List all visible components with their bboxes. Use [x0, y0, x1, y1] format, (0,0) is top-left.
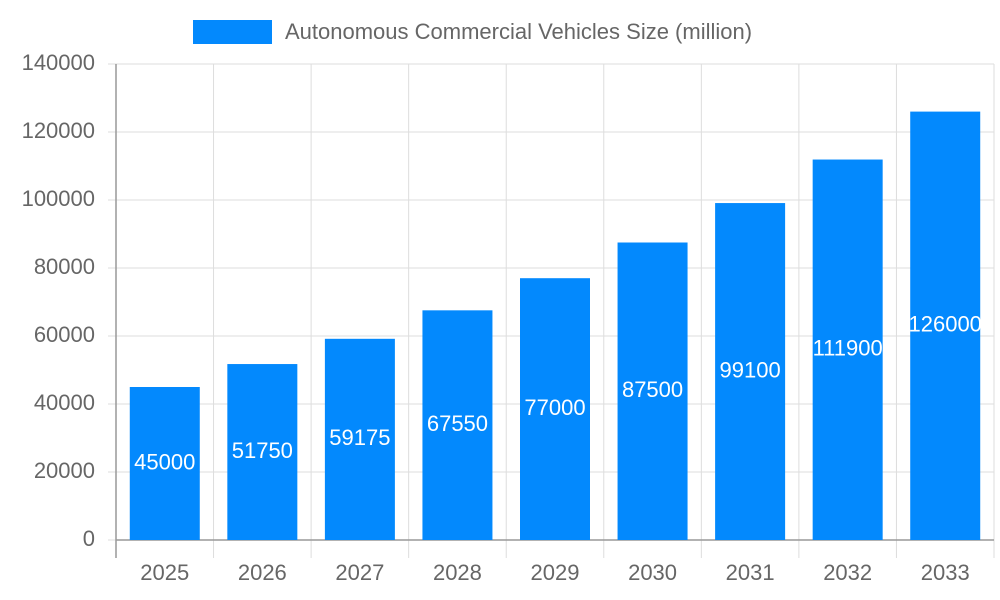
y-tick-label: 140000	[22, 50, 95, 75]
data-label: 99100	[720, 357, 781, 382]
bar	[910, 111, 981, 540]
x-tick-label: 2031	[726, 560, 775, 585]
bar	[227, 364, 298, 540]
data-label: 67550	[427, 411, 488, 436]
y-tick-label: 20000	[34, 458, 95, 483]
legend-label: Autonomous Commercial Vehicles Size (mil…	[285, 19, 752, 44]
data-label: 45000	[134, 449, 195, 474]
bar	[129, 387, 200, 540]
x-tick-label: 2026	[238, 560, 287, 585]
x-tick-label: 2030	[628, 560, 677, 585]
bar	[812, 159, 883, 541]
data-label: 59175	[329, 425, 390, 450]
data-label: 77000	[524, 395, 585, 420]
bar	[324, 338, 395, 540]
bar	[715, 203, 786, 540]
y-tick-label: 40000	[34, 390, 95, 415]
bar	[520, 278, 590, 540]
bar	[617, 242, 688, 540]
data-label: 111900	[813, 336, 883, 361]
bar	[422, 310, 493, 540]
y-tick-label: 60000	[34, 322, 95, 347]
x-tick-label: 2029	[531, 560, 580, 585]
x-tick-label: 2032	[823, 560, 872, 585]
data-label: 126000	[909, 312, 982, 337]
y-tick-label: 0	[83, 526, 95, 551]
x-tick-label: 2033	[921, 560, 970, 585]
x-tick-label: 2025	[140, 560, 189, 585]
legend-swatch	[193, 20, 272, 44]
x-tick-label: 2027	[335, 560, 384, 585]
data-label: 87500	[622, 377, 683, 402]
y-tick-label: 120000	[22, 118, 95, 143]
data-label: 51750	[232, 438, 293, 463]
y-tick-label: 100000	[22, 186, 95, 211]
y-tick-label: 80000	[34, 254, 95, 279]
x-tick-label: 2028	[433, 560, 482, 585]
